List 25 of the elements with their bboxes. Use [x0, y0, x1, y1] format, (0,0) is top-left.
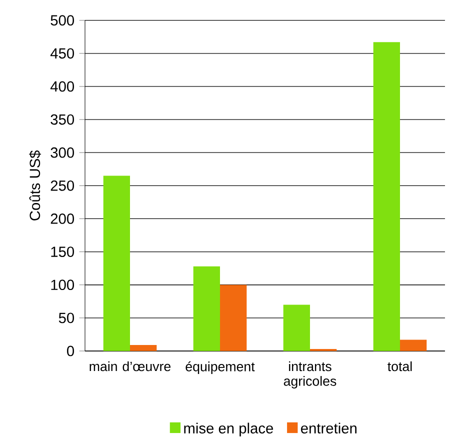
y-tick-label: 50	[58, 312, 74, 324]
bar	[103, 176, 130, 351]
x-tick-label: total	[388, 361, 412, 372]
bar	[130, 345, 157, 351]
bar	[283, 304, 310, 351]
x-tick-label: intrants agricoles	[284, 361, 336, 388]
y-tick-label: 0	[67, 346, 74, 356]
bar	[220, 284, 247, 351]
y-tick-label: 150	[51, 246, 74, 257]
bar	[193, 266, 220, 351]
y-tick-label: 100	[51, 280, 74, 290]
bar	[373, 42, 400, 351]
bar	[400, 340, 427, 351]
y-tick-label: 500	[50, 15, 74, 26]
x-tick-label: main d’œuvre	[90, 361, 171, 372]
y-axis-title: Coûts US$	[29, 150, 41, 220]
y-tick-label: 300	[50, 147, 74, 158]
legend-label: mise en place	[184, 422, 274, 436]
y-tick-label: 450	[50, 48, 74, 59]
y-tick-label: 350	[50, 114, 74, 125]
y-tick-label: 200	[50, 214, 74, 224]
y-tick-label: 400	[50, 81, 74, 92]
legend-label: entretien	[300, 422, 356, 434]
y-tick-label: 250	[50, 180, 74, 191]
x-tick-label: équipement	[186, 361, 255, 374]
